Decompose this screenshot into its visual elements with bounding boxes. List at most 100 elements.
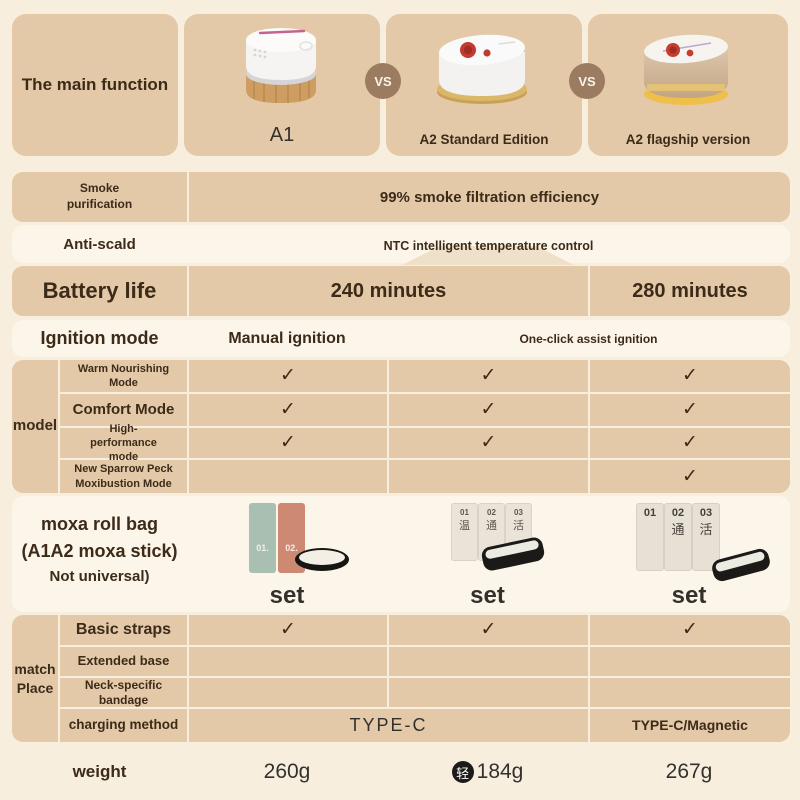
check-mark: ✓ bbox=[682, 431, 698, 454]
pack-number: 02 bbox=[671, 507, 685, 519]
set-label: set bbox=[269, 582, 305, 609]
anti-scald-value: NTC intelligent temperature control bbox=[383, 238, 594, 253]
match-place-label: match Place bbox=[14, 661, 56, 696]
charging-method-label-cell: charging method bbox=[60, 709, 187, 742]
pack-character: 活 bbox=[513, 520, 524, 532]
check-mark: ✓ bbox=[480, 364, 497, 387]
match-place-section: match Place Basic straps ✓ ✓ ✓ Extended … bbox=[12, 615, 790, 742]
accessory-label: Basic straps bbox=[75, 621, 172, 638]
weight-a2-standard-cell: 轻 184g bbox=[387, 750, 588, 794]
check-cell: ✓ bbox=[590, 428, 790, 458]
check-cell bbox=[189, 460, 387, 493]
check-cell: ✓ bbox=[590, 460, 790, 493]
set-label: set bbox=[671, 582, 707, 609]
check-cell bbox=[189, 678, 387, 707]
check-cell: ✓ bbox=[590, 394, 790, 426]
main-function-label: The main function bbox=[21, 75, 169, 94]
check-cell: ✓ bbox=[189, 615, 387, 645]
anti-scald-row: Anti-scald NTC intelligent temperature c… bbox=[12, 225, 790, 263]
anti-scald-label: Anti-scald bbox=[63, 235, 136, 253]
model-section-label: model bbox=[12, 417, 58, 435]
pack-number: 02 bbox=[487, 508, 496, 517]
vs-label: VS bbox=[578, 73, 596, 89]
weight-a2-standard-value: 184g bbox=[476, 760, 524, 783]
pack-number: 03 bbox=[514, 508, 523, 517]
check-cell: ✓ bbox=[389, 360, 588, 392]
vs-badge: VS bbox=[569, 63, 605, 99]
smoke-purification-label-cell: Smoke purification bbox=[12, 172, 187, 222]
ignition-mode-label: Ignition mode bbox=[40, 328, 159, 348]
mode-label: Warm Nourishing Mode bbox=[77, 362, 170, 389]
model-section: model Warm Nourishing Mode ✓ ✓ ✓ Comfort… bbox=[12, 360, 790, 493]
moxa-case-top bbox=[714, 550, 766, 573]
accessory-label-cell: Extended base bbox=[60, 647, 187, 676]
battery-life-flagship-value: 280 minutes bbox=[632, 279, 748, 302]
a2-standard-product-image bbox=[437, 34, 527, 104]
mode-label: New Sparrow Peck Moxibustion Mode bbox=[74, 463, 173, 490]
charging-method-label: charging method bbox=[68, 717, 179, 733]
check-mark: ✓ bbox=[480, 618, 497, 641]
accessory-label: Extended base bbox=[77, 653, 170, 669]
product-card-a2-flagship: A2 flagship version bbox=[588, 14, 788, 156]
mode-label-cell: New Sparrow Peck Moxibustion Mode bbox=[60, 460, 187, 493]
check-cell: ✓ bbox=[590, 615, 790, 645]
check-cell bbox=[590, 647, 790, 676]
pack-number: 01 bbox=[643, 507, 657, 519]
charging-a1-a2-cell: TYPE-C bbox=[189, 709, 588, 742]
a1-product-image bbox=[246, 28, 316, 103]
check-mark: ✓ bbox=[480, 431, 497, 454]
mode-label: High-performance mode bbox=[90, 422, 157, 464]
set-label: set bbox=[470, 582, 505, 609]
moxa-roll-bag-section: moxa roll bag (A1A2 moxa stick) Not univ… bbox=[12, 496, 790, 612]
check-cell: ✓ bbox=[389, 394, 588, 426]
pack-number: 01 bbox=[460, 508, 469, 517]
charging-a1-a2-value: TYPE-C bbox=[349, 715, 428, 736]
check-cell bbox=[389, 460, 588, 493]
check-cell bbox=[189, 647, 387, 676]
accessory-label-cell: Neck-specific bandage bbox=[60, 678, 187, 707]
ignition-a2-value: One-click assist ignition bbox=[519, 331, 658, 346]
pack-number: 03 bbox=[699, 507, 713, 519]
pack-character: 通 bbox=[486, 520, 497, 532]
a2-flagship-product-image bbox=[644, 34, 728, 105]
battery-life-a1-a2-cell: 240 minutes bbox=[189, 266, 588, 316]
vs-badge: VS bbox=[365, 63, 401, 99]
weight-flagship-value: 267g bbox=[665, 760, 713, 783]
check-mark: ✓ bbox=[682, 398, 698, 421]
check-cell: ✓ bbox=[189, 394, 387, 426]
moxa-label-line2: (A1A2 moxa stick) bbox=[21, 541, 178, 561]
light-weight-badge: 轻 bbox=[451, 761, 474, 783]
pack-number: 01. bbox=[256, 543, 269, 553]
check-cell bbox=[389, 678, 588, 707]
main-function-card: The main function bbox=[12, 14, 178, 156]
moxa-disc-image bbox=[295, 548, 349, 571]
product-card-a2-standard: A2 Standard Edition bbox=[386, 14, 582, 156]
check-cell: ✓ bbox=[389, 615, 588, 645]
match-place-label-cell: match Place bbox=[12, 615, 58, 742]
check-cell: ✓ bbox=[189, 360, 387, 392]
anti-scald-value-wrap: NTC intelligent temperature control bbox=[187, 225, 790, 267]
model-section-label-cell: model bbox=[12, 360, 58, 493]
accessory-label: Neck-specific bandage bbox=[84, 677, 163, 707]
check-mark: ✓ bbox=[682, 618, 698, 641]
moxa-flagship-column: 01 02 通 03 活 set bbox=[588, 496, 790, 612]
mode-label: Comfort Mode bbox=[72, 400, 175, 418]
moxa-label-line1: moxa roll bag bbox=[40, 514, 159, 534]
check-mark: ✓ bbox=[280, 364, 296, 387]
smoke-purification-label: Smoke purification bbox=[66, 181, 133, 211]
battery-life-label: Battery life bbox=[42, 278, 157, 303]
anti-scald-callout-shape bbox=[402, 246, 574, 265]
battery-life-label-cell: Battery life bbox=[12, 266, 187, 316]
moxa-pack-image: 01. bbox=[249, 503, 276, 573]
weight-a1-value: 260g bbox=[263, 760, 311, 783]
moxa-label-line3: Not universal) bbox=[49, 568, 150, 585]
check-mark: ✓ bbox=[280, 398, 296, 421]
mode-label-cell: High-performance mode bbox=[60, 423, 187, 463]
mode-label-cell: Comfort Mode bbox=[60, 394, 187, 426]
check-mark: ✓ bbox=[682, 364, 698, 387]
check-cell bbox=[389, 647, 588, 676]
moxa-pack-image: 02 通 bbox=[664, 503, 692, 571]
moxa-label-block: moxa roll bag (A1A2 moxa stick) Not univ… bbox=[12, 514, 187, 585]
check-mark: ✓ bbox=[280, 431, 296, 454]
